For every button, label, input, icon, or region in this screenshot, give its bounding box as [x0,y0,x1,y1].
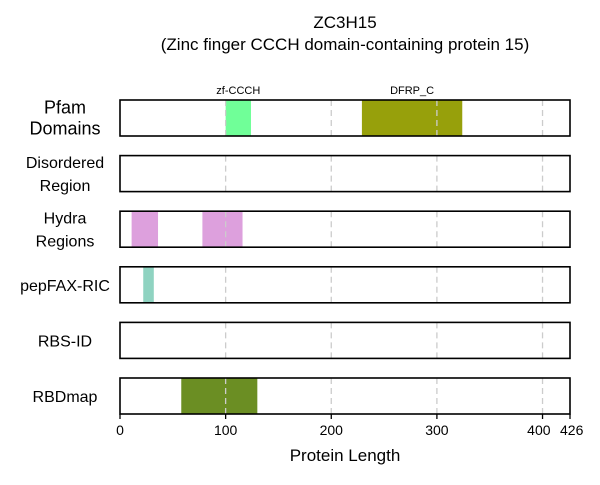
chart-title: ZC3H15 [313,13,376,32]
track-label: pepFAX-RIC [20,278,110,295]
chart-subtitle: (Zinc finger CCCH domain-containing prot… [161,35,530,54]
track-frame [119,210,571,248]
segment-bar [225,100,251,136]
track-label-line: Pfam [44,98,86,118]
track-frame [119,321,571,360]
track-label-line: Domains [29,119,100,139]
track-label: Disordered Region [26,155,104,195]
x-tick-label: 300 [425,422,449,438]
x-tick-label: 426 [560,422,584,438]
track-label-line: Hydra [44,211,87,228]
track-1: Disordered Region [26,154,571,195]
track-label: RBDmap [33,389,98,406]
segment-label: zf-CCCH [216,85,260,97]
segment-label: DFRP_C [390,85,434,97]
track-frame [119,377,571,415]
track-label: Pfam Domains [29,98,100,139]
track-layer: zf-CCCH DFRP_C Pfam Domains Disordered Region… [20,85,571,415]
x-axis-label: Protein Length [290,446,401,465]
segment-bar [202,211,243,248]
track-4: RBS-ID [38,321,571,360]
track-2: Hydra Regions [36,210,571,251]
x-tick-label: 0 [116,422,124,438]
track-0: zf-CCCH DFRP_C Pfam Domains [29,85,571,139]
segment-bar [131,211,159,248]
track-5: RBDmap [33,377,571,415]
x-tick-label: 400 [527,422,551,438]
track-frame [119,265,571,304]
segment-bar [361,100,463,136]
track-label-line: Region [40,178,91,195]
track-label-line: RBDmap [33,389,98,406]
x-tick-label: 200 [320,422,344,438]
track-label-line: Regions [36,234,95,251]
track-label: Hydra Regions [36,211,95,251]
x-tick-label: 100 [214,422,238,438]
track-label-line: pepFAX-RIC [20,278,110,295]
track-label: RBS-ID [38,333,92,350]
track-label-line: RBS-ID [38,333,92,350]
segment-bar [143,266,154,303]
segment-bar [181,378,258,414]
track-3: pepFAX-RIC [20,265,571,304]
track-frame [119,154,571,193]
x-axis: 0 100 200 300 400 426 [116,414,584,438]
track-label-line: Disordered [26,155,104,172]
track-frame [119,99,571,137]
